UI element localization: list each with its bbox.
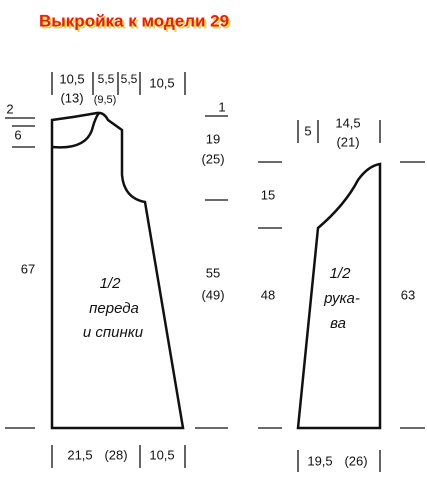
dim: 6 xyxy=(14,127,21,142)
dim: 10,5 xyxy=(149,75,174,90)
dim: 14,5 xyxy=(335,115,360,130)
dim: 21,5 xyxy=(67,447,92,462)
piece-label: 1/2 xyxy=(330,265,352,282)
sleeve-dimension-lines xyxy=(258,120,425,472)
dim: 48 xyxy=(261,287,275,302)
dim: 1 xyxy=(218,99,225,114)
piece-label: и спинки xyxy=(83,324,144,341)
dim: 10,5 xyxy=(149,447,174,462)
dim: (21) xyxy=(336,134,359,149)
dim: 55 xyxy=(206,265,220,280)
dim: (25) xyxy=(201,151,224,166)
dim: (28) xyxy=(104,447,127,462)
front-dimension-lines xyxy=(5,72,228,468)
dim: (9,5) xyxy=(94,94,117,106)
dim: 10,5 xyxy=(59,71,84,86)
dim: 5,5 xyxy=(98,72,115,86)
dim: 19,5 xyxy=(307,453,332,468)
piece-label: переда xyxy=(89,300,139,317)
piece-label: 1/2 xyxy=(100,275,122,292)
dim: (13) xyxy=(60,90,83,105)
piece-label: рука- xyxy=(323,290,360,307)
title-shadow: Выкройка к модели 29 xyxy=(41,13,231,32)
front-piece xyxy=(50,111,185,430)
piece-label: ва xyxy=(330,315,346,332)
title: Выкройка к модели 29 xyxy=(39,11,229,30)
dim: 2 xyxy=(6,101,13,116)
dim: 19 xyxy=(206,131,220,146)
dim: (49) xyxy=(201,287,224,302)
dim: 15 xyxy=(261,187,275,202)
dim: 5,5 xyxy=(121,72,138,86)
dim: 67 xyxy=(21,261,35,276)
sleeve-piece xyxy=(296,162,382,430)
dim: 5 xyxy=(304,123,311,138)
dim: (26) xyxy=(344,453,367,468)
dim: 63 xyxy=(401,287,415,302)
